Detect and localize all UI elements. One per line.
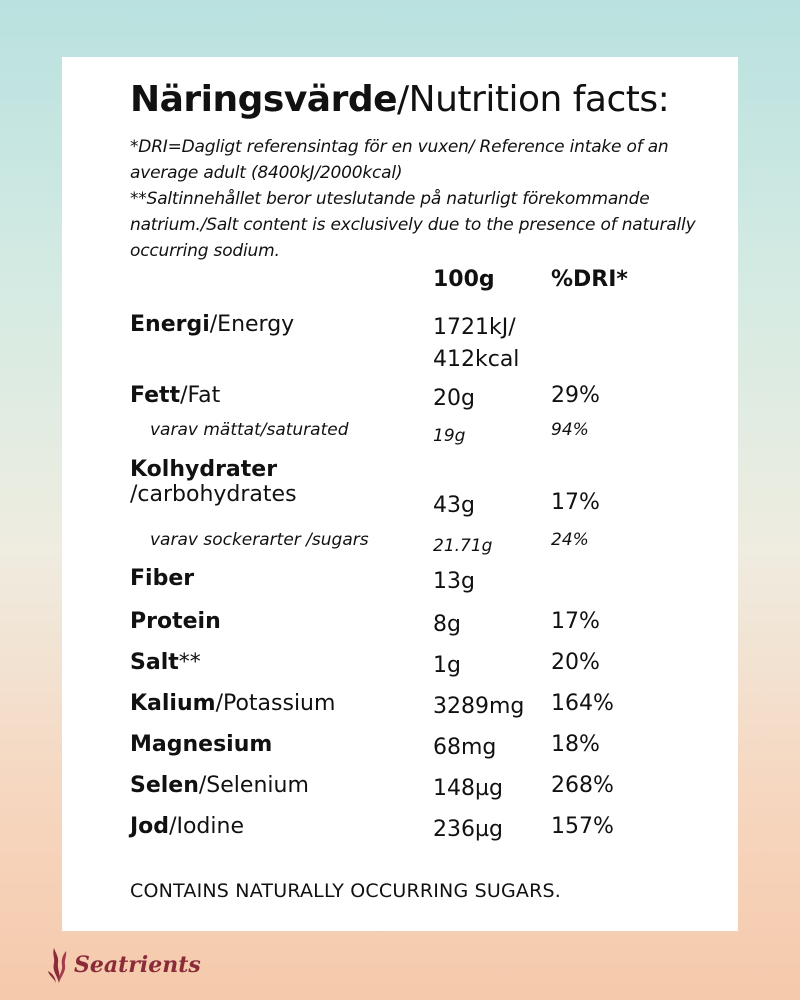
nutrient-dri: 17%: [551, 609, 600, 634]
nutrient-dri: 24%: [551, 530, 589, 550]
seaweed-icon: [48, 948, 67, 983]
nutrient-dri: 20%: [551, 650, 600, 675]
nutrient-amount: 1g: [433, 653, 461, 678]
nutrient-row-energy: Energi/Energy 1721kJ/412kcal: [130, 312, 690, 372]
nutrient-row-carbohydrates: Kolhydrater/carbohydrates 43g 17%: [130, 457, 690, 518]
nutrient-row-fat: Fett/Fat 20g 29%: [130, 383, 690, 413]
nutrient-amount: 21.71g: [433, 536, 493, 556]
nutrient-dri: 157%: [551, 814, 614, 839]
brand-logo: Seatrients: [46, 940, 201, 990]
nutrient-amount: 43g: [433, 493, 475, 518]
nutrient-label: varav mättat/saturated: [150, 420, 349, 440]
column-header-dri: %DRI*: [551, 267, 628, 292]
nutrient-amount: 148µg: [433, 776, 503, 801]
nutrient-dri: 164%: [551, 691, 614, 716]
nutrient-row-potassium: Kalium/Potassium 3289mg 164%: [130, 691, 690, 721]
page-title: Näringsvärde/Nutrition facts:: [130, 79, 670, 120]
nutrient-label: Fett/Fat: [130, 383, 221, 408]
nutrient-row-fiber: Fiber 13g: [130, 566, 690, 596]
nutrient-dri: 17%: [551, 490, 600, 515]
nutrient-label: Protein: [130, 609, 221, 634]
nutrient-label: Energi/Energy: [130, 312, 295, 337]
nutrient-amount: 68mg: [433, 735, 497, 760]
nutrient-row-sugars: varav sockerarter /sugars 21.71g 24%: [130, 530, 690, 560]
nutrient-dri: 18%: [551, 732, 600, 757]
nutrition-card: Näringsvärde/Nutrition facts: *DRI=Dagli…: [62, 57, 738, 931]
nutrient-amount: 19g: [433, 426, 466, 446]
dri-note: *DRI=Dagligt referensintag för en vuxen/…: [130, 137, 669, 183]
nutrient-dri: 94%: [551, 420, 589, 440]
nutrient-amount: 20g: [433, 386, 475, 411]
nutrient-row-saturated: varav mättat/saturated 19g 94%: [130, 420, 690, 450]
nutrient-label: Jod/Iodine: [130, 814, 244, 839]
footnotes: *DRI=Dagligt referensintag för en vuxen/…: [130, 134, 710, 264]
nutrient-label: Magnesium: [130, 732, 273, 757]
nutrient-row-iodine: Jod/Iodine 236µg 157%: [130, 814, 690, 844]
sugars-note: CONTAINS NATURALLY OCCURRING SUGARS.: [130, 880, 562, 902]
nutrient-row-salt: Salt** 1g 20%: [130, 650, 690, 680]
nutrient-label: Salt**: [130, 650, 201, 675]
nutrient-row-magnesium: Magnesium 68mg 18%: [130, 732, 690, 762]
nutrient-row-selenium: Selen/Selenium 148µg 268%: [130, 773, 690, 803]
nutrient-label: varav sockerarter /sugars: [150, 530, 369, 550]
nutrient-label: Kolhydrater/carbohydrates: [130, 457, 297, 507]
nutrient-row-protein: Protein 8g 17%: [130, 609, 690, 639]
nutrient-dri: 268%: [551, 773, 614, 798]
column-header-amount: 100g: [433, 267, 495, 292]
nutrient-amount: 8g: [433, 612, 461, 637]
nutrient-label: Selen/Selenium: [130, 773, 309, 798]
brand-name: Seatrients: [74, 952, 201, 978]
nutrient-amount: 3289mg: [433, 694, 525, 719]
nutrient-amount: 13g: [433, 569, 475, 594]
nutrient-label: Kalium/Potassium: [130, 691, 336, 716]
nutrient-amount: 236µg: [433, 817, 503, 842]
salt-note: **Saltinnehållet beror uteslutande på na…: [130, 189, 696, 261]
nutrient-label: Fiber: [130, 566, 195, 591]
nutrient-amount: 1721kJ/412kcal: [433, 315, 520, 372]
nutrient-dri: 29%: [551, 383, 600, 408]
